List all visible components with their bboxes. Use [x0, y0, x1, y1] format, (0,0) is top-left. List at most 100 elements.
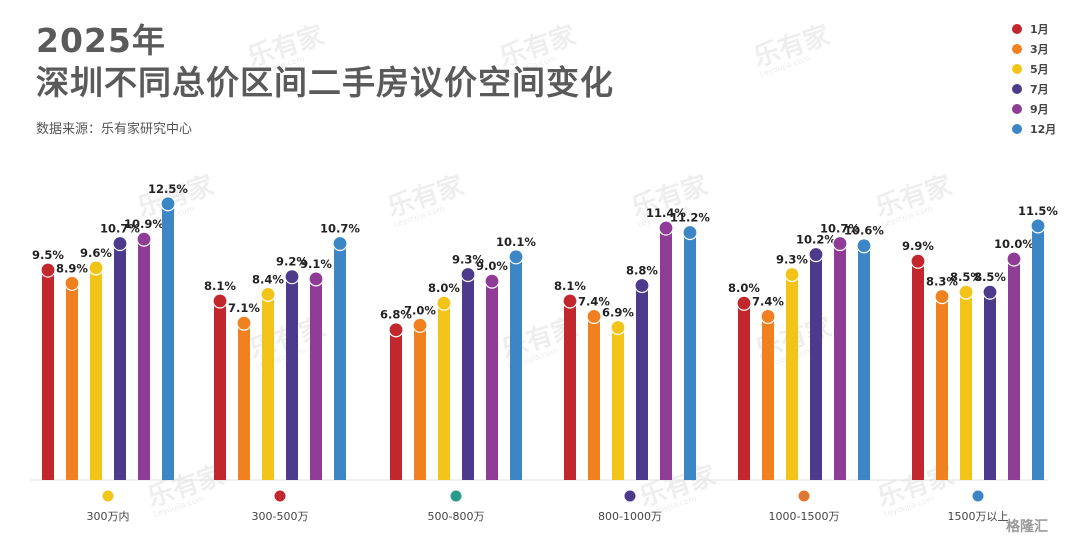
bar-cap: [982, 284, 998, 300]
bar-cap: [1006, 251, 1022, 267]
data-label: 10.0%: [994, 237, 1034, 251]
legend-item: 3月: [1012, 42, 1056, 56]
data-label: 9.0%: [476, 259, 508, 273]
data-label: 9.3%: [776, 252, 808, 266]
title-block: 2025年 深圳不同总价区间二手房议价空间变化: [36, 20, 614, 104]
data-label: 7.1%: [228, 301, 260, 315]
bar: [262, 294, 274, 480]
data-label: 9.9%: [902, 239, 934, 253]
bar-cap: [562, 293, 578, 309]
bar-cap: [260, 286, 276, 302]
bar-cap: [832, 235, 848, 252]
data-label: 9.6%: [80, 246, 112, 260]
bar: [960, 292, 972, 480]
legend-label: 7月: [1030, 83, 1049, 96]
category-label: 1000-1500万: [769, 510, 840, 523]
bar-cap: [736, 295, 752, 311]
bar: [414, 325, 426, 480]
data-label: 10.7%: [320, 222, 360, 236]
bar-cap: [388, 322, 404, 338]
legend-item: 1月: [1012, 22, 1056, 36]
bar: [588, 316, 600, 480]
bar: [66, 283, 78, 480]
data-label: 8.0%: [428, 281, 460, 295]
category-label: 300万内: [87, 509, 130, 523]
category-label: 500-800万: [428, 510, 485, 523]
bar-cap: [808, 246, 824, 263]
data-label: 6.9%: [602, 306, 634, 320]
bar-cap: [760, 308, 776, 325]
bar-cap: [112, 235, 128, 252]
category-marker: [102, 490, 114, 502]
legend-marker: [1012, 124, 1022, 134]
bar-cap: [136, 231, 152, 247]
bar: [684, 232, 696, 480]
bar-cap: [856, 238, 872, 254]
legend-label: 3月: [1030, 43, 1049, 56]
bar: [162, 203, 174, 480]
bar: [984, 292, 996, 480]
data-label: 10.1%: [496, 235, 536, 249]
data-label: 10.7%: [820, 222, 860, 236]
bar-cap: [508, 249, 524, 265]
bar-cap: [634, 277, 650, 294]
bar-cap: [40, 262, 56, 278]
bar: [636, 285, 648, 480]
data-label: 8.9%: [56, 261, 88, 275]
bar: [286, 276, 298, 480]
data-label: 7.4%: [578, 294, 610, 308]
bar: [738, 303, 750, 480]
data-label: 10.7%: [100, 222, 140, 236]
bar: [334, 243, 346, 480]
category-marker: [450, 490, 462, 502]
data-label: 8.1%: [204, 279, 236, 293]
bar-cap: [958, 284, 974, 300]
bar-cap: [212, 293, 228, 309]
bar: [42, 270, 54, 480]
legend-item: 9月: [1012, 102, 1056, 116]
bar: [438, 303, 450, 480]
data-label: 6.8%: [380, 308, 412, 322]
legend-marker: [1012, 84, 1022, 94]
bar: [912, 261, 924, 480]
chart-title-year: 2025年: [36, 21, 166, 60]
bar: [114, 243, 126, 480]
bar: [462, 274, 474, 480]
legend: 1月 3月 5月 7月 9月 12月: [1012, 22, 1056, 136]
data-label: 9.3%: [452, 252, 484, 266]
bar-cap: [484, 273, 500, 289]
bar: [214, 300, 226, 480]
bar: [786, 274, 798, 480]
data-label: 10.2%: [796, 233, 836, 247]
bar-cap: [460, 266, 476, 283]
bar: [510, 256, 522, 480]
legend-label: 9月: [1030, 103, 1049, 116]
bar: [564, 300, 576, 480]
legend-label: 12月: [1030, 123, 1057, 136]
category-marker: [798, 490, 810, 502]
bar: [310, 278, 322, 480]
bar-cap: [308, 271, 324, 287]
category-label: 800-1000万: [598, 510, 662, 523]
bar-cap: [610, 319, 626, 336]
bar-cap: [586, 308, 602, 325]
bar: [612, 327, 624, 480]
data-label: 8.4%: [252, 272, 284, 286]
category-marker: [972, 490, 984, 502]
data-label: 9.5%: [32, 248, 64, 262]
category-label: 300-500万: [252, 510, 309, 523]
data-label: 11.5%: [1018, 204, 1058, 218]
data-label: 11.4%: [646, 206, 686, 220]
bar: [834, 243, 846, 480]
data-label: 9.2%: [276, 255, 308, 269]
bar-cap: [934, 288, 950, 305]
chart-title: 深圳不同总价区间二手房议价空间变化: [36, 63, 614, 102]
bar: [138, 239, 150, 480]
data-label: 12.5%: [148, 182, 188, 196]
bar-cap: [284, 269, 300, 285]
data-label: 8.0%: [728, 281, 760, 295]
data-label: 7.0%: [404, 303, 436, 317]
bar: [1032, 225, 1044, 480]
data-label: 11.2%: [670, 210, 710, 224]
legend-label: 1月: [1030, 23, 1049, 36]
